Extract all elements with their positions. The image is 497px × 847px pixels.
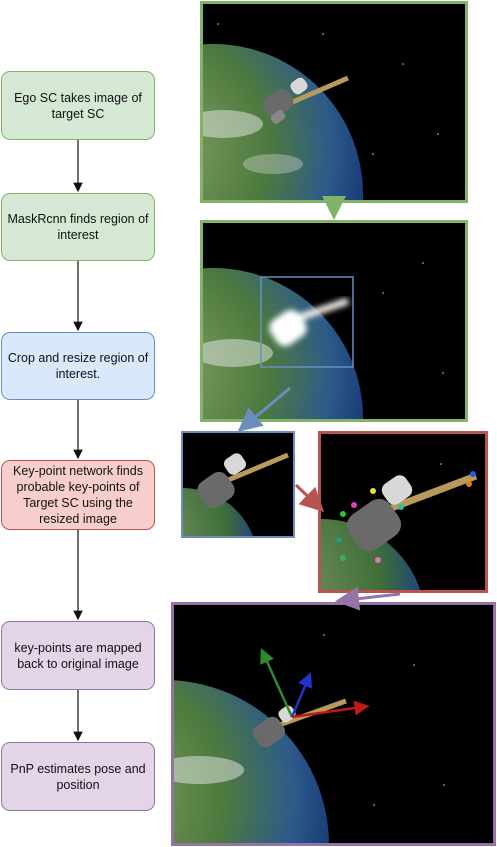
step-map-back: key-points are mapped back to original i… bbox=[1, 621, 155, 690]
step-pnp-text: PnP estimates pose and position bbox=[10, 761, 146, 792]
image-region-of-interest bbox=[200, 220, 468, 422]
step-pnp: PnP estimates pose and position bbox=[1, 742, 155, 811]
keypoint-4 bbox=[370, 488, 376, 494]
image-pose-estimate bbox=[171, 602, 496, 846]
keypoint-5 bbox=[351, 502, 357, 508]
arrow-keypoints-to-pose bbox=[335, 586, 401, 611]
axis-red bbox=[291, 700, 370, 719]
keypoint-markers bbox=[336, 471, 476, 563]
step-maskrcnn-text: MaskRcnn finds region of interest bbox=[7, 212, 149, 242]
keypoint-3 bbox=[398, 504, 404, 510]
step-crop-resize-text: Crop and resize region of interest. bbox=[7, 351, 149, 381]
roi-box bbox=[260, 276, 354, 368]
image-cropped bbox=[181, 431, 295, 538]
keypoint-7 bbox=[336, 537, 342, 543]
image-keypoints bbox=[318, 431, 488, 593]
keypoint-9 bbox=[375, 557, 381, 563]
step-keypoint-network-text: Key-point network finds probable key-poi… bbox=[13, 464, 143, 526]
spacecraft-1 bbox=[262, 75, 349, 124]
keypoint-6 bbox=[340, 511, 346, 517]
step-map-back-text: key-points are mapped back to original i… bbox=[14, 640, 142, 671]
image-original-capture bbox=[200, 1, 468, 203]
keypoint-2 bbox=[466, 481, 472, 487]
spacecraft-mask bbox=[269, 297, 350, 347]
step-crop-resize: Crop and resize region of interest. bbox=[1, 332, 155, 400]
step-maskrcnn: MaskRcnn finds region of interest bbox=[1, 193, 155, 261]
keypoint-1 bbox=[470, 471, 476, 477]
axis-blue bbox=[290, 672, 313, 718]
step-take-image-text: Ego SC takes image of target SC bbox=[14, 90, 142, 121]
axis-green bbox=[260, 648, 294, 718]
pose-axes bbox=[260, 648, 370, 719]
keypoint-8 bbox=[340, 555, 346, 561]
step-keypoint-network: Key-point network finds probable key-poi… bbox=[1, 460, 155, 530]
step-take-image: Ego SC takes image of target SC bbox=[1, 71, 155, 140]
